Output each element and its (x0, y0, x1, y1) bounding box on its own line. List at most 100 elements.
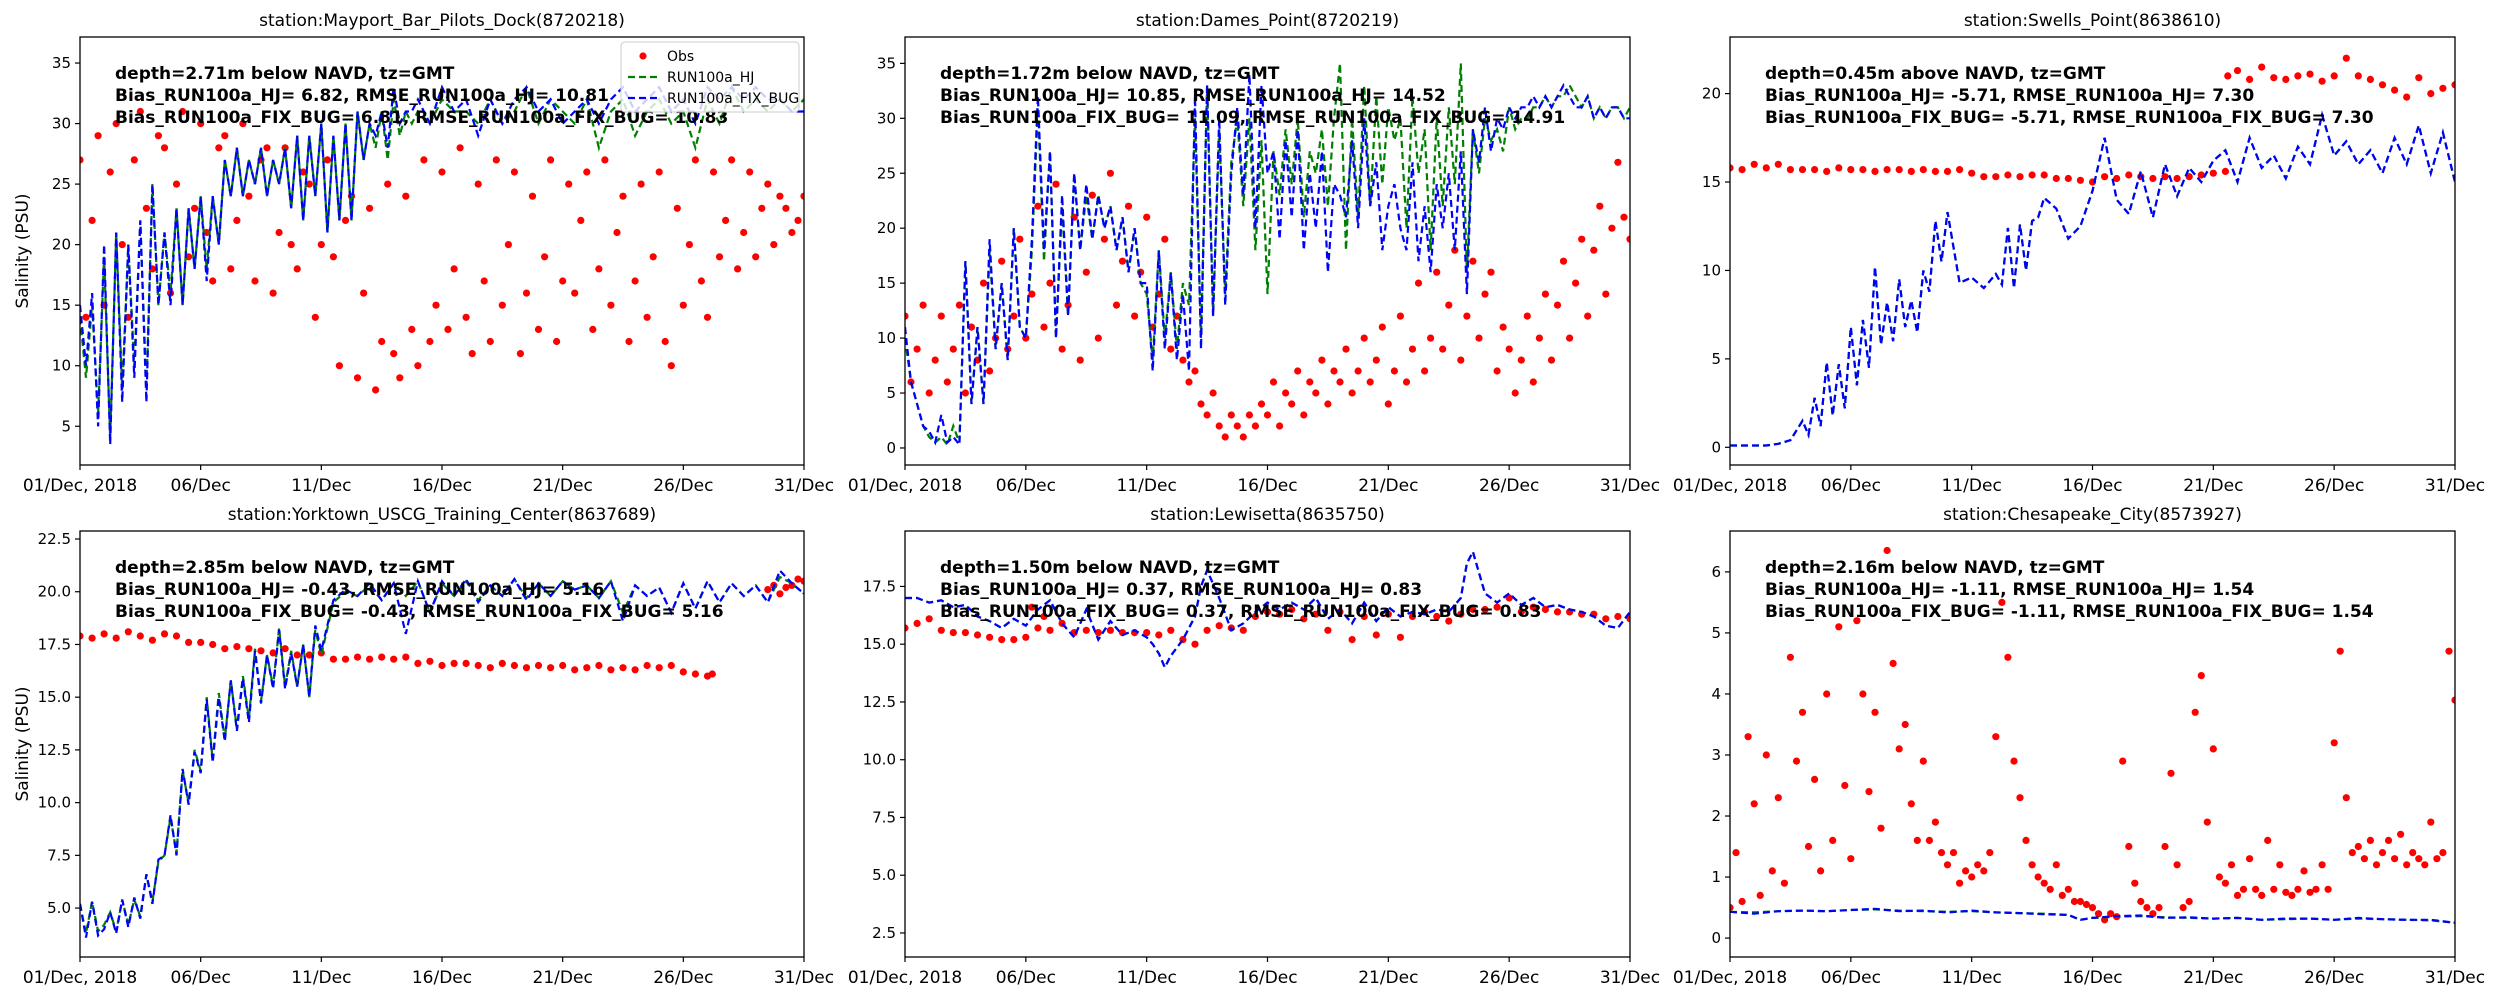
obs-point (937, 312, 945, 320)
obs-point (2040, 879, 2048, 887)
obs-point (764, 180, 772, 188)
obs-point (1614, 158, 1622, 166)
obs-point (2439, 84, 2447, 92)
obs-scatter-series (1730, 54, 2455, 186)
stats-annotation: Bias_RUN100a_HJ= 6.82, RMSE_RUN100a_HJ= … (115, 86, 609, 106)
obs-point (1342, 345, 1350, 353)
obs-point (1221, 433, 1229, 441)
obs-point (1762, 164, 1770, 172)
obs-point (1829, 836, 1837, 845)
obs-point (281, 645, 289, 653)
x-tick-label: 11/Dec (291, 476, 351, 496)
obs-point (456, 144, 464, 152)
obs-point (1835, 623, 1843, 631)
y-axis-label: Salinity (PSU) (13, 686, 33, 801)
obs-point (462, 313, 470, 321)
obs-point (1602, 615, 1610, 623)
obs-point (2233, 891, 2242, 900)
obs-point (2415, 855, 2423, 863)
obs-point (1179, 356, 1187, 364)
obs-point (1547, 356, 1556, 364)
obs-point (764, 586, 772, 594)
x-tick-label: 21/Dec (1358, 968, 1418, 988)
stats-annotation: Bias_RUN100a_FIX_BUG= 6.81, RMSE_RUN100a… (115, 108, 728, 128)
obs-point (1384, 610, 1392, 618)
obs-point (2010, 757, 2018, 765)
obs-point (1949, 849, 1958, 857)
obs-point (2137, 897, 2145, 906)
obs-point (2378, 849, 2387, 857)
obs-point (366, 655, 374, 663)
obs-point (2403, 861, 2411, 869)
obs-point (2191, 708, 2199, 716)
obs-point (1433, 268, 1441, 276)
obs-point (172, 180, 181, 188)
stats-annotation: Bias_RUN100a_HJ= -5.71, RMSE_RUN100a_HJ=… (1765, 86, 2254, 106)
obs-point (1263, 411, 1272, 419)
obs-point (631, 277, 639, 285)
obs-point (2221, 167, 2229, 175)
subplot-3: station:Swells_Point(8638610) 0 5 10 15 20 01/… (1673, 11, 2485, 496)
obs-point (2004, 171, 2012, 179)
obs-point (492, 156, 500, 164)
obs-point (1396, 633, 1404, 641)
obs-point (925, 615, 933, 623)
obs-point (1756, 891, 1764, 900)
subplot-4: station:Yorktown_USCG_Training_Center(86… (13, 505, 834, 988)
obs-point (1118, 257, 1127, 265)
obs-point (2107, 910, 2115, 918)
obs-point (746, 168, 754, 176)
obs-point (341, 655, 350, 663)
obs-point (1016, 235, 1024, 243)
obs-point (685, 241, 694, 249)
obs-scatter-series (905, 594, 1630, 648)
obs-point (679, 301, 687, 309)
obs-point (245, 192, 253, 200)
obs-point (197, 638, 205, 647)
obs-point (1614, 612, 1622, 621)
obs-point (1384, 400, 1392, 408)
y-tick-label: 12.5 (863, 693, 896, 711)
obs-point (1841, 781, 1849, 790)
obs-point (2215, 873, 2223, 881)
obs-point (317, 241, 325, 249)
obs-point (1596, 202, 1604, 210)
obs-point (1185, 378, 1193, 386)
obs-point (925, 389, 933, 397)
obs-point (2119, 757, 2127, 765)
obs-point (913, 345, 921, 353)
obs-point (438, 168, 446, 176)
obs-point (414, 362, 422, 370)
obs-point (82, 313, 90, 321)
obs-point (1100, 235, 1108, 243)
obs-point (269, 289, 277, 297)
obs-point (1980, 867, 1988, 875)
obs-point (643, 661, 651, 670)
obs-point (1931, 167, 1939, 175)
obs-point (547, 664, 555, 672)
obs-point (1541, 605, 1549, 614)
x-tick-label: 16/Dec (2062, 476, 2122, 496)
obs-point (1559, 257, 1568, 265)
obs-point (1602, 290, 1610, 298)
obs-point (1590, 246, 1598, 254)
obs-point (800, 192, 804, 200)
obs-point (655, 664, 663, 672)
obs-point (571, 666, 579, 674)
obs-point (1481, 605, 1489, 614)
run100a-hj-line (905, 63, 1630, 448)
obs-point (1082, 268, 1090, 276)
legend-label: RUN100a_FIX_BUG (667, 91, 799, 107)
obs-point (1257, 400, 1266, 408)
obs-point (1853, 617, 1861, 625)
obs-point (1276, 610, 1284, 618)
obs-point (998, 636, 1006, 644)
y-tick-label: 35 (52, 54, 71, 72)
obs-point (2258, 63, 2266, 71)
obs-point (673, 204, 681, 212)
obs-point (1865, 788, 1873, 796)
obs-point (2294, 885, 2302, 893)
obs-point (2052, 861, 2060, 869)
x-tick-label: 26/Dec (653, 968, 713, 988)
obs-point (1390, 367, 1398, 375)
